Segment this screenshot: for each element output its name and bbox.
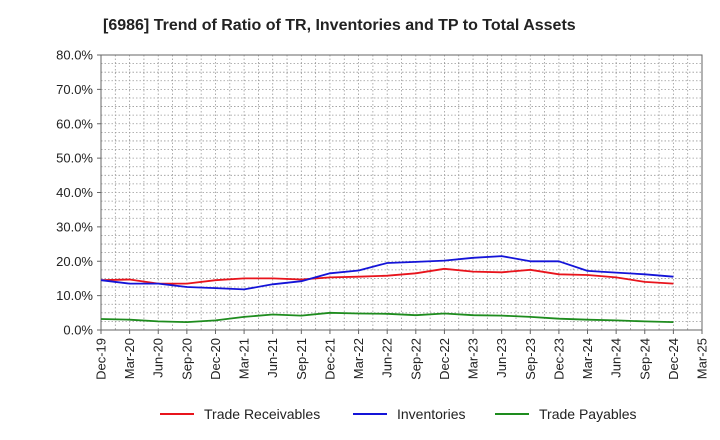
y-tick-label: 20.0%: [56, 254, 93, 269]
x-tick-label: Dec-24: [666, 338, 681, 380]
x-tick-label: Jun-24: [609, 338, 624, 378]
y-tick-label: 30.0%: [56, 219, 93, 234]
x-tick-label: Jun-23: [494, 338, 509, 378]
legend: Trade Receivables Inventories Trade Payabl…: [160, 406, 637, 422]
chart-title: [6986] Trend of Ratio of TR, Inventories…: [103, 17, 576, 34]
series-line-inventories: [100, 255, 674, 291]
x-tick-label: Mar-20: [122, 338, 137, 379]
y-tick-label: 50.0%: [56, 151, 93, 166]
x-tick-label: Dec-21: [322, 338, 337, 380]
series-lines: [100, 255, 674, 324]
legend-label: Trade Receivables: [204, 406, 320, 422]
grid: [100, 54, 703, 331]
x-tick-label: Mar-22: [351, 338, 366, 379]
series-line-trade-payables: [100, 311, 674, 324]
legend-label: Trade Payables: [539, 406, 637, 422]
x-tick-label: Sep-24: [637, 338, 652, 380]
series-line-trade-receivables: [100, 267, 674, 285]
x-tick-label: Sep-22: [408, 338, 423, 380]
x-tick-label: Dec-23: [551, 338, 566, 380]
x-tick-label: Sep-21: [294, 338, 309, 380]
x-tick-label: Mar-25: [695, 338, 710, 379]
y-axis: 0.0% 10.0% 20.0% 30.0% 40.0% 50.0% 60.0% 70.0% 8…: [56, 48, 101, 338]
y-tick-label: 70.0%: [56, 82, 93, 97]
x-tick-label: Mar-24: [580, 338, 595, 379]
x-tick-label: Dec-20: [208, 338, 223, 380]
x-tick-label: Jun-22: [380, 338, 395, 378]
x-tick-label: Sep-20: [179, 338, 194, 380]
y-tick-label: 40.0%: [56, 185, 93, 200]
y-tick-label: 80.0%: [56, 48, 93, 63]
x-tick-label: Dec-22: [437, 338, 452, 380]
legend-label: Inventories: [397, 406, 465, 422]
y-tick-label: 60.0%: [56, 116, 93, 131]
y-tick-label: 0.0%: [63, 323, 93, 338]
x-tick-label: Dec-19: [94, 338, 109, 380]
x-tick-label: Mar-23: [466, 338, 481, 379]
x-tick-label: Sep-23: [523, 338, 538, 380]
x-tick-label: Jun-20: [151, 338, 166, 378]
y-tick-label: 10.0%: [56, 288, 93, 303]
x-tick-label: Mar-21: [237, 338, 252, 379]
x-axis: Dec-19 Mar-20 Jun-20 Sep-20 Dec-20 Mar-21 Jun-…: [94, 330, 710, 380]
x-tick-label: Jun-21: [265, 338, 280, 378]
